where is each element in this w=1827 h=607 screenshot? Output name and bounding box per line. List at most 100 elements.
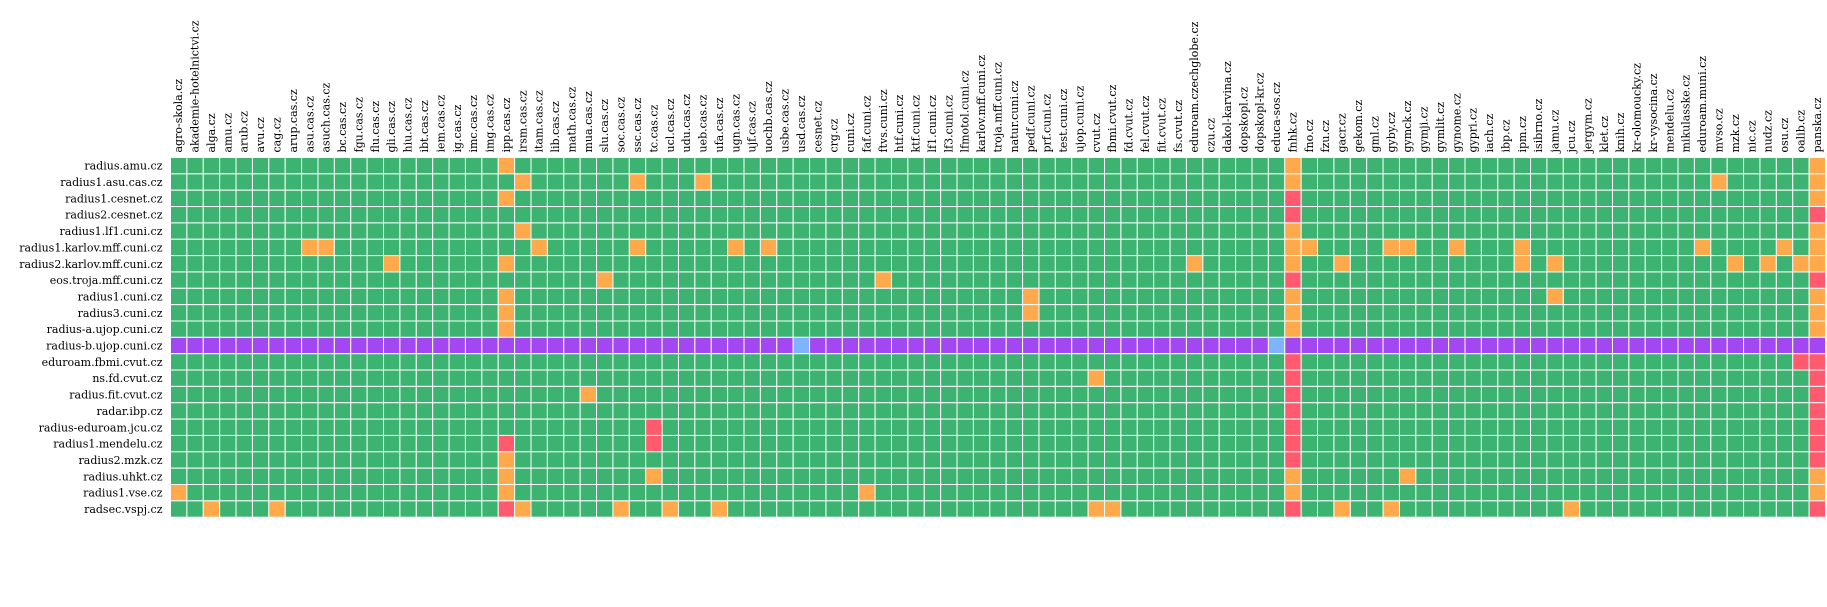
heatmap-cell	[546, 418, 565, 436]
heatmap-cell	[792, 402, 811, 420]
heatmap-cell	[546, 434, 565, 453]
heatmap-cell	[333, 336, 352, 355]
heatmap-cell	[645, 402, 663, 420]
heatmap-cell	[1759, 157, 1777, 175]
heatmap-cell	[301, 484, 319, 502]
heatmap-cell	[1661, 434, 1679, 453]
heatmap-cell	[1530, 353, 1548, 371]
heatmap-cell	[432, 418, 450, 436]
heatmap-cell	[1513, 173, 1532, 191]
heatmap-cell	[1628, 206, 1646, 224]
heatmap-cell	[1611, 451, 1630, 469]
heatmap-cell	[841, 500, 860, 518]
heatmap-cell	[235, 418, 253, 436]
heatmap-cell	[1530, 369, 1548, 387]
heatmap-cell	[514, 385, 532, 404]
column-label: usd.cas.cz	[795, 95, 808, 152]
heatmap-cell	[546, 484, 565, 502]
heatmap-cell	[383, 434, 401, 453]
heatmap-cell	[1661, 500, 1679, 518]
heatmap-cell	[1038, 418, 1056, 436]
heatmap-cell	[1284, 369, 1302, 387]
heatmap-cell	[579, 238, 598, 257]
heatmap-cell	[1267, 385, 1286, 404]
heatmap-cell	[1415, 402, 1433, 420]
heatmap-cell	[301, 238, 319, 257]
heatmap-cell	[1005, 206, 1024, 224]
heatmap-cell	[1382, 402, 1400, 420]
heatmap-cell	[645, 206, 663, 224]
heatmap-cell	[956, 189, 974, 208]
heatmap-cell	[1185, 255, 1204, 273]
heatmap-cell	[1005, 402, 1024, 420]
heatmap-cell	[612, 238, 630, 257]
heatmap-cell	[907, 255, 925, 273]
heatmap-cell	[563, 418, 581, 436]
heatmap-cell	[1710, 336, 1728, 355]
heatmap-cell	[874, 484, 892, 502]
heatmap-cell	[1546, 320, 1564, 338]
heatmap-cell	[448, 320, 466, 338]
heatmap-cell	[317, 222, 335, 240]
heatmap-cell	[481, 467, 499, 485]
heatmap-cell	[825, 402, 843, 420]
heatmap-cell	[1366, 304, 1384, 322]
heatmap-cell	[1120, 287, 1138, 306]
heatmap-cell	[1104, 467, 1122, 485]
heatmap-cell	[1759, 255, 1777, 273]
heatmap-cell	[1267, 320, 1286, 338]
heatmap-cell	[579, 484, 598, 502]
heatmap-cell	[1595, 353, 1613, 371]
heatmap-cell	[399, 255, 417, 273]
heatmap-cell	[809, 467, 827, 485]
heatmap-cell	[497, 320, 516, 338]
heatmap-cell	[1775, 206, 1794, 224]
heatmap-cell	[1792, 173, 1810, 191]
heatmap-cell	[858, 173, 876, 191]
heatmap-cell	[1038, 500, 1056, 518]
heatmap-cell	[530, 320, 548, 338]
heatmap-cell	[1775, 369, 1794, 387]
heatmap-cell	[940, 467, 958, 485]
heatmap-cell	[170, 434, 188, 453]
heatmap-cell	[1235, 385, 1253, 404]
heatmap-cell	[972, 467, 991, 485]
heatmap-cell	[481, 418, 499, 436]
heatmap-cell	[1218, 206, 1237, 224]
heatmap-cell	[1448, 353, 1466, 371]
heatmap-cell	[923, 484, 942, 502]
heatmap-cell	[1366, 157, 1384, 175]
heatmap-cell	[612, 500, 630, 518]
heatmap-cell	[1513, 418, 1532, 436]
heatmap-cell	[1677, 385, 1695, 404]
heatmap-cell	[383, 402, 401, 420]
heatmap-cell	[1104, 320, 1122, 338]
heatmap-cell	[563, 255, 581, 273]
heatmap-cell	[1251, 434, 1269, 453]
heatmap-cell	[1317, 206, 1335, 224]
heatmap-cell	[1300, 484, 1319, 502]
row-label: radius1.mendelu.cz	[53, 438, 162, 451]
heatmap-cell	[710, 189, 729, 208]
heatmap-cell	[1726, 434, 1745, 453]
heatmap-cell	[366, 206, 385, 224]
heatmap-cell	[858, 255, 876, 273]
column-label: ucl.cas.cz	[664, 98, 677, 152]
heatmap-cell	[1611, 353, 1630, 371]
heatmap-cell	[317, 271, 335, 289]
heatmap-cell	[727, 238, 745, 257]
heatmap-cell	[1595, 320, 1613, 338]
heatmap-cell	[1726, 287, 1745, 306]
heatmap-cell	[1530, 385, 1548, 404]
heatmap-cell	[383, 304, 401, 322]
heatmap-cell	[1267, 418, 1286, 436]
heatmap-cell	[1792, 336, 1810, 355]
heatmap-cell	[546, 402, 565, 420]
heatmap-cell	[1349, 222, 1368, 240]
heatmap-cell	[1415, 484, 1433, 502]
heatmap-cell	[1431, 385, 1450, 404]
heatmap-cell	[186, 434, 204, 453]
heatmap-cell	[923, 255, 942, 273]
heatmap-cell	[317, 369, 335, 387]
heatmap-cell	[170, 238, 188, 257]
